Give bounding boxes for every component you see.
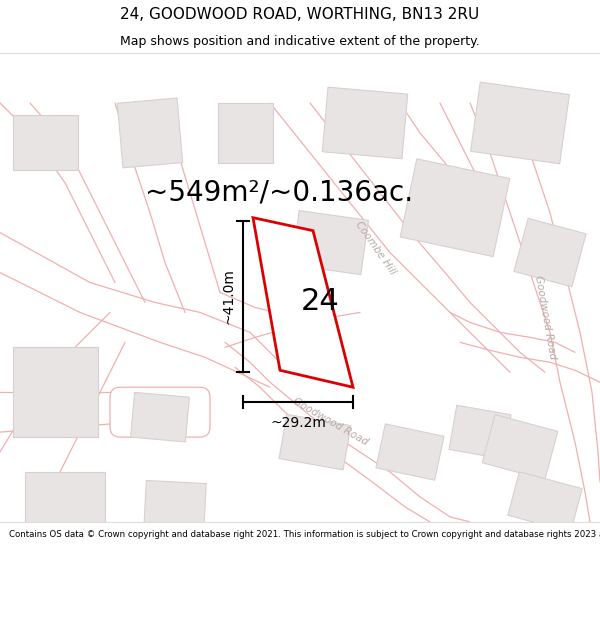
- Text: Goodwood Road: Goodwood Road: [290, 396, 370, 448]
- Bar: [292, 211, 368, 274]
- Text: Coombe Hill: Coombe Hill: [353, 219, 397, 276]
- Bar: [449, 405, 511, 459]
- Bar: [13, 348, 97, 437]
- Bar: [117, 98, 183, 168]
- Bar: [470, 82, 569, 164]
- Bar: [13, 116, 77, 170]
- Bar: [144, 481, 206, 533]
- Text: Goodwood Road: Goodwood Road: [533, 274, 557, 360]
- Text: Contains OS data © Crown copyright and database right 2021. This information is : Contains OS data © Crown copyright and d…: [9, 530, 600, 539]
- Text: ~549m²/~0.136ac.: ~549m²/~0.136ac.: [145, 179, 413, 207]
- Text: Map shows position and indicative extent of the property.: Map shows position and indicative extent…: [120, 35, 480, 48]
- Bar: [279, 414, 351, 470]
- Text: ~41.0m: ~41.0m: [222, 269, 236, 324]
- Bar: [376, 424, 444, 480]
- Bar: [508, 472, 582, 532]
- Bar: [482, 414, 558, 479]
- Text: 24, GOODWOOD ROAD, WORTHING, BN13 2RU: 24, GOODWOOD ROAD, WORTHING, BN13 2RU: [121, 8, 479, 22]
- Bar: [218, 103, 272, 163]
- FancyBboxPatch shape: [110, 388, 210, 437]
- Bar: [400, 159, 510, 257]
- Bar: [322, 87, 407, 159]
- Bar: [514, 218, 586, 287]
- Polygon shape: [253, 217, 353, 388]
- Bar: [131, 392, 190, 442]
- Bar: [25, 472, 105, 532]
- Text: ~29.2m: ~29.2m: [270, 416, 326, 430]
- Text: 24: 24: [301, 287, 339, 316]
